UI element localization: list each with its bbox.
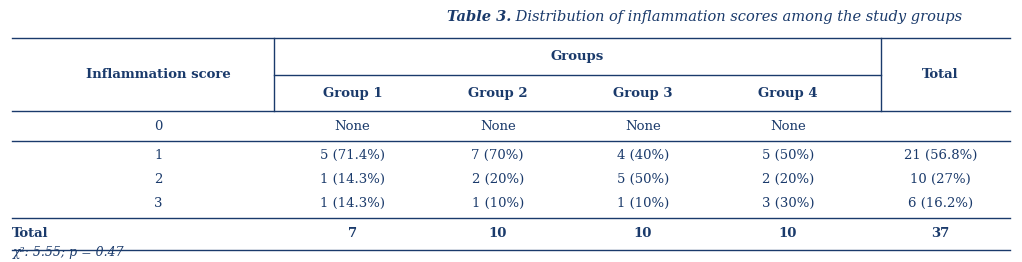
Text: 3: 3	[154, 197, 162, 210]
Text: None: None	[771, 120, 805, 133]
Text: Total: Total	[12, 227, 49, 240]
Text: 7: 7	[349, 227, 357, 240]
Text: 4 (40%): 4 (40%)	[616, 149, 669, 162]
Text: 21 (56.8%): 21 (56.8%)	[903, 149, 977, 162]
Text: None: None	[480, 120, 515, 133]
Text: 10: 10	[489, 227, 507, 240]
Text: Group 2: Group 2	[468, 86, 527, 100]
Text: 1 (14.3%): 1 (14.3%)	[320, 197, 385, 210]
Text: 7 (70%): 7 (70%)	[471, 149, 524, 162]
Text: χ²: 5.55; p = 0.47: χ²: 5.55; p = 0.47	[12, 246, 124, 259]
Text: 5 (50%): 5 (50%)	[616, 173, 669, 186]
Text: 1: 1	[154, 149, 162, 162]
Text: Group 4: Group 4	[758, 86, 818, 100]
Text: Group 1: Group 1	[323, 86, 382, 100]
Text: Group 3: Group 3	[613, 86, 672, 100]
Text: 5 (50%): 5 (50%)	[761, 149, 815, 162]
Text: 10: 10	[779, 227, 797, 240]
Text: 0: 0	[154, 120, 162, 133]
Text: 3 (30%): 3 (30%)	[761, 197, 815, 210]
Text: Groups: Groups	[551, 50, 604, 63]
Text: None: None	[625, 120, 660, 133]
Text: 1 (14.3%): 1 (14.3%)	[320, 173, 385, 186]
Text: 2: 2	[154, 173, 162, 186]
Text: 10 (27%): 10 (27%)	[910, 173, 971, 186]
Text: 37: 37	[931, 227, 949, 240]
Text: 5 (71.4%): 5 (71.4%)	[320, 149, 385, 162]
Text: 2 (20%): 2 (20%)	[471, 173, 524, 186]
Text: 6 (16.2%): 6 (16.2%)	[908, 197, 973, 210]
Text: 1 (10%): 1 (10%)	[616, 197, 669, 210]
Text: 2 (20%): 2 (20%)	[761, 173, 815, 186]
Text: None: None	[335, 120, 370, 133]
Text: Total: Total	[922, 68, 959, 81]
Text: Table 3.: Table 3.	[447, 10, 511, 24]
Text: 10: 10	[634, 227, 652, 240]
Text: 1 (10%): 1 (10%)	[471, 197, 524, 210]
Text: Inflammation score: Inflammation score	[86, 68, 231, 81]
Text: Distribution of inflammation scores among the study groups: Distribution of inflammation scores amon…	[511, 10, 962, 24]
